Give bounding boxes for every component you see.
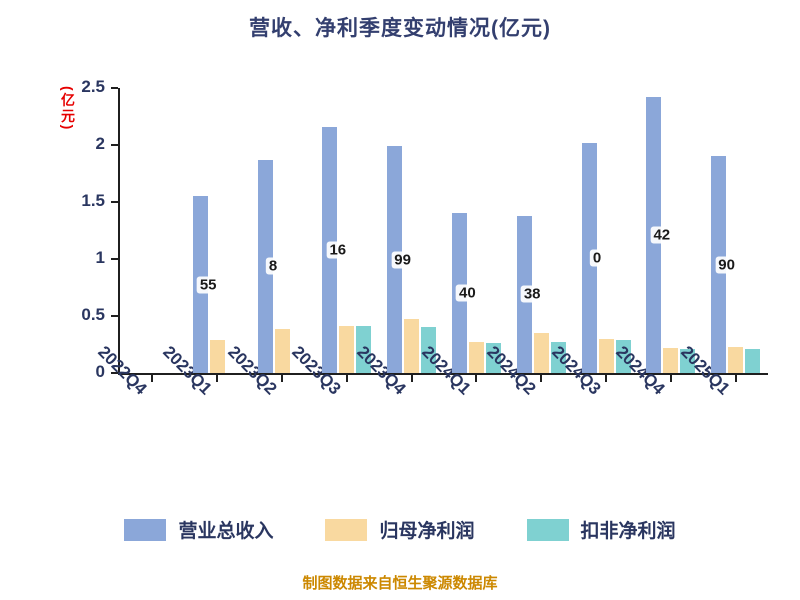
y-tick-label: 1.5 [81, 191, 105, 210]
y-tick-label: 2 [95, 134, 105, 153]
legend: 营业总收入 归母净利润 扣非净利润 [0, 516, 800, 543]
chart-title: 营收、净利季度变动情况(亿元) [249, 17, 551, 40]
bar-归母净利润-2024Q3 [598, 338, 614, 373]
bar-扣非净利润-2024Q3 [615, 339, 631, 373]
y-tick [111, 87, 118, 89]
legend-label-revenue: 营业总收入 [178, 521, 274, 542]
y-tick-label: 1 [95, 248, 105, 267]
bar-归母净利润-2024Q1 [468, 342, 484, 373]
data-source-note: 制图数据来自恒生聚源数据库 [302, 575, 498, 592]
bar-营业总收入-2023Q2 [257, 159, 273, 373]
bar-value-label: 55 [196, 276, 220, 294]
bar-扣非净利润-2024Q4 [680, 349, 696, 373]
y-tick [111, 144, 118, 146]
x-tick [605, 375, 607, 382]
x-tick [475, 375, 478, 382]
x-tick [734, 375, 737, 382]
bar-归母净利润-2025Q1 [728, 346, 744, 373]
legend-item-deducted-profit: 扣非净利润 [526, 516, 676, 543]
bar-扣非净利润-2024Q1 [485, 343, 501, 373]
bar-扣非净利润-2024Q2 [550, 342, 566, 373]
bar-扣非净利润-2025Q1 [745, 349, 761, 373]
legend-item-net-profit: 归母净利润 [325, 516, 475, 543]
y-axis-line [118, 88, 120, 375]
legend-item-revenue: 营业总收入 [124, 516, 273, 543]
y-tick-label: 0.5 [81, 305, 105, 324]
x-tick [540, 375, 543, 382]
bar-归母净利润-2024Q4 [663, 347, 679, 373]
x-tick [345, 375, 348, 382]
bar-归母净利润-2023Q3 [339, 326, 355, 373]
legend-swatch-net-profit [325, 518, 368, 541]
bar-value-label: 38 [520, 285, 544, 303]
y-tick-label: 0 [95, 362, 105, 381]
legend-label-deducted-profit: 扣非净利润 [580, 521, 676, 542]
y-tick-label: 2.5 [81, 77, 105, 96]
legend-swatch-revenue [124, 518, 167, 541]
bar-value-label: 90 [715, 256, 738, 274]
bar-归母净利润-2023Q2 [274, 328, 290, 373]
x-tick [151, 375, 154, 382]
bar-营业总收入-2024Q3 [581, 142, 597, 373]
x-tick [216, 375, 219, 382]
bar-value-label: 42 [650, 226, 674, 244]
bar-value-label: 8 [265, 257, 281, 275]
x-axis-line [118, 373, 768, 375]
bar-归母净利润-2023Q4 [404, 319, 420, 373]
bar-value-label: 0 [589, 249, 605, 267]
y-tick [111, 372, 118, 374]
y-tick [111, 315, 118, 317]
x-tick [281, 375, 283, 382]
y-tick [111, 258, 118, 260]
bar-扣非净利润-2023Q3 [356, 326, 372, 373]
bar-归母净利润-2023Q1 [209, 339, 225, 373]
bar-value-label: 99 [391, 251, 414, 269]
y-tick [111, 201, 118, 203]
legend-label-net-profit: 归母净利润 [379, 521, 475, 542]
x-tick [410, 375, 413, 382]
bar-value-label: 40 [456, 284, 479, 302]
x-tick [669, 375, 672, 382]
legend-swatch-deducted-profit [526, 518, 569, 541]
bar-扣非净利润-2023Q4 [421, 327, 437, 373]
bar-value-label: 16 [326, 241, 350, 259]
bar-归母净利润-2024Q2 [533, 333, 549, 373]
y-axis-unit-label: (亿元) [60, 86, 76, 132]
